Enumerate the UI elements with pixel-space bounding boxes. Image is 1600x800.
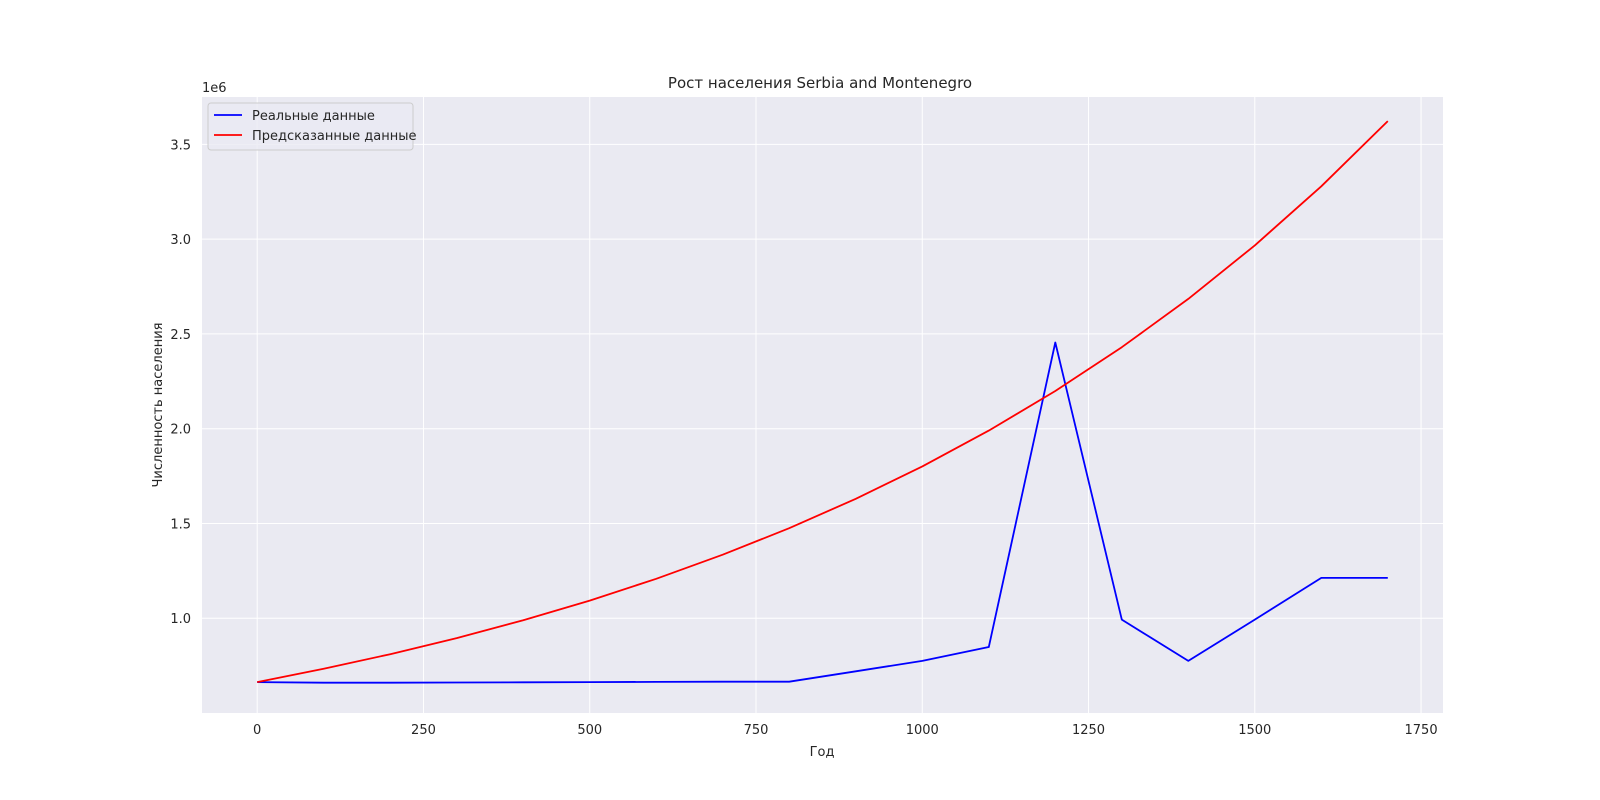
x-axis-ticks: 0 250 500 750 1000 1250 1500 1750 (253, 723, 1438, 738)
x-tick-label: 750 (744, 723, 769, 738)
y-axis-label: Численность населения (151, 323, 166, 488)
y-tick-label: 1.0 (170, 612, 191, 627)
y-axis-ticks: 1.0 1.5 2.0 2.5 3.0 3.5 (170, 138, 191, 627)
x-tick-label: 500 (577, 723, 602, 738)
plot-background (202, 97, 1443, 713)
x-tick-label: 1000 (906, 723, 939, 738)
y-tick-label: 2.5 (170, 328, 191, 343)
grid (202, 97, 1443, 713)
x-tick-label: 1500 (1238, 723, 1271, 738)
legend-label-real: Реальные данные (252, 109, 375, 124)
y-tick-label: 3.0 (170, 233, 191, 248)
x-tick-label: 0 (253, 723, 261, 738)
series-line-predicted (257, 120, 1389, 683)
x-tick-label: 1250 (1072, 723, 1105, 738)
y-axis-offset-label: 1e6 (202, 81, 227, 96)
x-axis-label: Год (810, 745, 835, 760)
x-tick-label: 250 (411, 723, 436, 738)
legend: Реальные данные Предсказанные данные (207, 102, 416, 151)
chart-title: Рост населения Serbia and Montenegro (668, 74, 972, 92)
legend-box (207, 102, 414, 151)
y-tick-label: 2.0 (170, 423, 191, 438)
series-lines (257, 120, 1389, 684)
y-tick-label: 3.5 (170, 138, 191, 153)
y-tick-label: 1.5 (170, 517, 191, 532)
legend-label-predicted: Предсказанные данные (252, 129, 416, 144)
x-tick-label: 1750 (1405, 723, 1438, 738)
series-line-real (257, 341, 1388, 684)
